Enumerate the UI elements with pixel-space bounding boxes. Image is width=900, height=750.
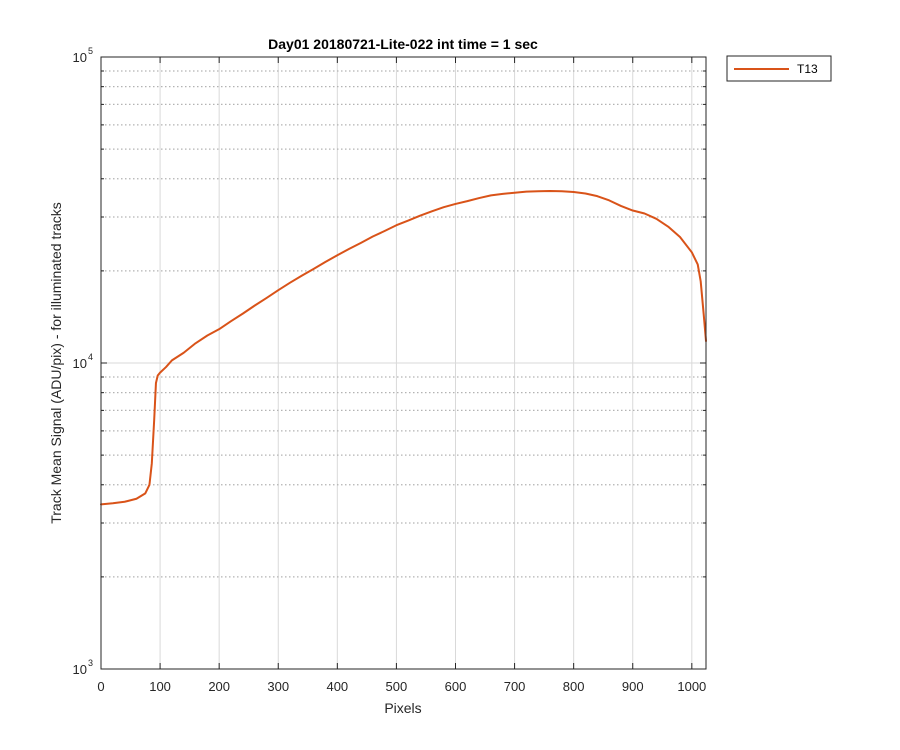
grid-lines	[100, 56, 706, 670]
x-tick-label: 500	[386, 679, 408, 694]
y-tick-exponent: 3	[88, 658, 93, 668]
y-axis-label: Track Mean Signal (ADU/pix) - for illumi…	[48, 202, 64, 524]
x-tick-label: 200	[208, 679, 230, 694]
y-tick-label: 10	[73, 50, 87, 65]
legend: T13	[726, 55, 832, 82]
x-tick-label: 700	[504, 679, 526, 694]
x-axis-ticks: 0 100 200 300 400 500 600 700 800 900 1000	[97, 57, 706, 694]
x-tick-label: 0	[97, 679, 104, 694]
legend-label-t13: T13	[797, 62, 818, 76]
x-tick-label: 100	[149, 679, 171, 694]
x-axis-label: Pixels	[384, 700, 421, 716]
y-tick-exponent: 5	[88, 46, 93, 56]
x-tick-label: 300	[267, 679, 289, 694]
series-line-t13	[100, 189, 707, 506]
x-tick-label: 1000	[677, 679, 706, 694]
y-tick-label: 10	[73, 356, 87, 371]
y-tick-exponent: 4	[88, 352, 93, 362]
x-tick-label: 900	[622, 679, 644, 694]
x-tick-label: 400	[326, 679, 348, 694]
y-tick-label: 10	[73, 662, 87, 677]
series-layer	[100, 189, 707, 506]
x-tick-label: 800	[563, 679, 585, 694]
x-tick-label: 600	[445, 679, 467, 694]
chart-title: Day01 20180721-Lite-022 int time = 1 sec	[268, 36, 538, 52]
